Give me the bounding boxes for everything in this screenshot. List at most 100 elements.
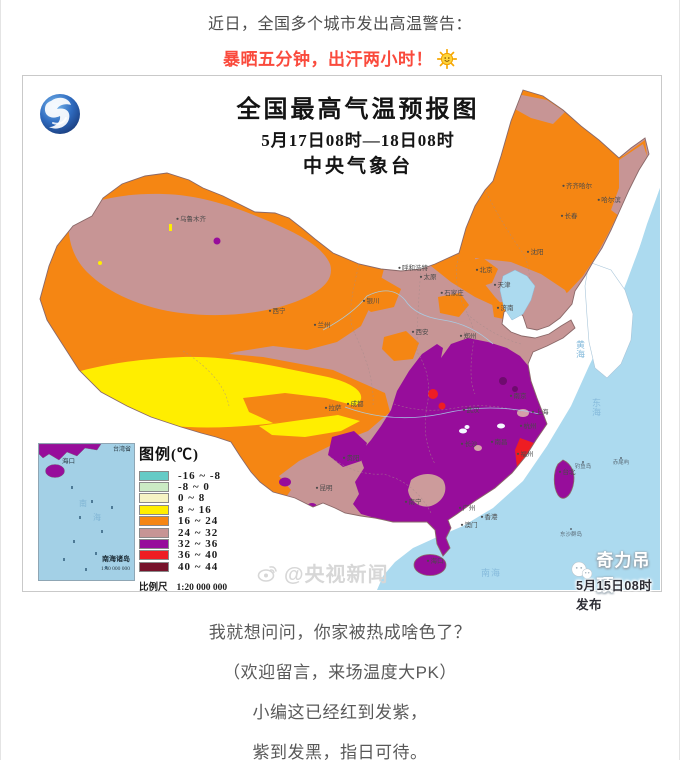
svg-text:广州: 广州	[463, 503, 476, 512]
map-title: 全国最高气温预报图	[236, 97, 480, 123]
svg-text:南京: 南京	[514, 391, 528, 400]
publish-time: 5月15日08时发布	[576, 579, 653, 612]
svg-text:东沙群岛: 东沙群岛	[560, 530, 583, 538]
province-borders	[182, 189, 530, 514]
svg-text:福州: 福州	[521, 449, 534, 458]
svg-text:香港: 香港	[485, 512, 499, 521]
legend-range-label: 0 ~ 8	[178, 492, 206, 505]
outro-line: 紫到发黑，指日可待。	[252, 743, 428, 760]
legend-swatch	[139, 482, 169, 493]
svg-text:长沙: 长沙	[465, 439, 479, 448]
map-title-block: 全国最高气温预报图 5月17日08时—18日08时 中央气象台	[153, 98, 563, 176]
svg-text:郑州: 郑州	[464, 332, 477, 340]
svg-text:西安: 西安	[416, 327, 430, 336]
svg-text:乌鲁木齐: 乌鲁木齐	[180, 214, 207, 223]
legend-range-label: 40 ~ 44	[178, 560, 219, 573]
svg-text:成都: 成都	[351, 399, 365, 408]
legend-row: 8 ~ 16	[139, 504, 314, 516]
svg-text:太原: 太原	[424, 272, 438, 281]
inset-sea-char-1: 南	[79, 499, 87, 508]
hainan-island	[413, 554, 447, 576]
svg-text:济南: 济南	[501, 303, 515, 312]
legend-swatch	[139, 470, 169, 481]
cma-logo-icon	[40, 94, 80, 134]
wechat-watermark: 奇力吊顶	[570, 546, 661, 596]
intro-line-2: 暴晒五分钟，出汗两小时！	[1, 45, 679, 70]
legend-row: 36 ~ 40	[139, 549, 314, 562]
svg-text:昆明: 昆明	[320, 484, 334, 492]
outro-line: （欢迎留言，来场温度大PK）	[223, 663, 457, 682]
legend-range-label: -8 ~ 0	[178, 481, 210, 494]
bohai-bay	[499, 269, 536, 321]
svg-text:钓鱼岛: 钓鱼岛	[575, 462, 592, 470]
svg-text:杭州: 杭州	[524, 421, 537, 430]
svg-text:石家庄: 石家庄	[444, 288, 464, 297]
inset-scale-label: 1:40 000 000	[100, 565, 130, 572]
legend-row: 40 ~ 44	[139, 560, 314, 573]
legend-scale-value: 1:20 000 000	[176, 582, 228, 593]
korea-landmass	[584, 261, 634, 379]
svg-text:齐齐哈尔: 齐齐哈尔	[566, 181, 593, 190]
weibo-icon	[257, 565, 277, 582]
legend-row: 0 ~ 8	[139, 492, 314, 505]
svg-text:兰州: 兰州	[318, 320, 331, 329]
legend-swatch	[139, 516, 169, 527]
svg-text:西宁: 西宁	[273, 306, 287, 315]
svg-text:沈阳: 沈阳	[531, 247, 544, 256]
legend-scale: 比例尺 1:20 000 000	[139, 579, 314, 593]
svg-text:海口: 海口	[431, 556, 444, 565]
svg-text:上海: 上海	[536, 407, 550, 416]
inset-map	[39, 444, 113, 571]
svg-text:天津: 天津	[498, 281, 512, 289]
legend-swatch	[139, 527, 169, 538]
svg-text:南昌: 南昌	[495, 437, 508, 446]
svg-text:台北: 台北	[563, 467, 577, 476]
inset-islands-label: 南海诸岛	[102, 555, 130, 563]
svg-text:呼和浩特: 呼和浩特	[402, 263, 429, 272]
intro-line-1: 近日，全国多个城市发出高温警告：	[207, 16, 472, 33]
outro-line: 小编这已经红到发紫，	[252, 703, 428, 722]
legend-range-label: 36 ~ 40	[178, 549, 219, 562]
legend-swatch	[139, 550, 169, 561]
wechat-icon	[571, 561, 593, 579]
legend-row: 32 ~ 36	[139, 538, 314, 551]
svg-text:哈尔滨: 哈尔滨	[601, 195, 621, 204]
legend-range-label: -16 ~ -8	[178, 469, 222, 482]
svg-text:贵阳: 贵阳	[347, 453, 360, 462]
sea-area	[377, 188, 660, 590]
map-agency: 中央气象台	[302, 156, 413, 177]
legend-range-label: 32 ~ 36	[178, 538, 219, 551]
svg-text:拉萨: 拉萨	[329, 403, 343, 412]
svg-text:武汉: 武汉	[467, 405, 481, 414]
south-china-sea-inset: 台湾省 海口 南 海 南海诸岛 1:40 000 000	[38, 443, 135, 581]
inset-taiwan-label: 台湾省	[112, 447, 131, 453]
map-date-range: 5月17日08时—18日08时	[261, 131, 455, 150]
temperature-map-image[interactable]: 黄海 东海 南海 钓鱼岛 赤尾屿 东沙群岛 乌鲁木齐 齐齐哈尔 哈尔滨长春沈阳北京 天津 呼和浩…	[22, 75, 662, 612]
legend-title: 图例(℃)	[139, 447, 199, 463]
inset-haikou-label: 海口	[62, 458, 75, 465]
svg-text:黄海: 黄海	[576, 339, 586, 360]
svg-text:澳门: 澳门	[465, 520, 478, 529]
legend-swatch	[139, 504, 169, 515]
legend-swatch	[139, 493, 169, 504]
legend-row: 24 ~ 32	[139, 527, 314, 539]
svg-text:长春: 长春	[565, 211, 579, 220]
svg-text:南海: 南海	[481, 567, 501, 578]
svg-text:南宁: 南宁	[409, 497, 423, 506]
legend-swatch	[139, 539, 169, 550]
svg-text:北京: 北京	[480, 265, 494, 274]
svg-text:银川: 银川	[367, 296, 380, 305]
legend-scale-prefix: 比例尺	[139, 582, 168, 593]
intro-line-2-text: 暴晒五分钟，出汗两小时！	[223, 50, 433, 69]
legend-row: -16 ~ -8	[139, 469, 314, 482]
legend-row: -8 ~ 0	[139, 481, 314, 494]
inset-sea-char-2: 海	[93, 513, 101, 522]
outro-text: 我就想问问，你家被热成啥色了？ （欢迎留言，来场温度大PK） 小编这已经红到发紫， 紫…	[1, 618, 679, 760]
outro-line: 我就想问问，你家被热成啥色了？	[208, 623, 472, 642]
sun-emoji-icon	[436, 48, 458, 70]
